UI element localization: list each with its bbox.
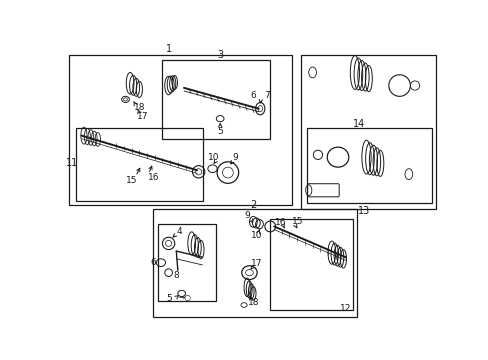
Text: 2: 2 bbox=[250, 200, 256, 210]
Text: 10: 10 bbox=[250, 231, 262, 240]
Text: 9: 9 bbox=[232, 153, 238, 162]
Text: →○: →○ bbox=[179, 293, 192, 302]
Text: 16: 16 bbox=[275, 218, 286, 227]
Text: 8: 8 bbox=[173, 271, 179, 280]
Text: 14: 14 bbox=[353, 119, 365, 129]
Text: 9: 9 bbox=[244, 211, 249, 220]
Bar bbox=[68, 55, 291, 205]
Text: 17: 17 bbox=[250, 259, 262, 268]
Text: 12: 12 bbox=[339, 304, 351, 313]
Text: 15: 15 bbox=[292, 217, 303, 226]
Text: 6: 6 bbox=[150, 258, 156, 267]
Bar bbox=[153, 209, 357, 316]
Text: 18: 18 bbox=[133, 103, 145, 112]
Bar bbox=[306, 128, 431, 203]
Text: 5: 5 bbox=[165, 294, 171, 303]
Text: 10: 10 bbox=[208, 153, 219, 162]
Text: 18: 18 bbox=[248, 298, 259, 307]
Text: 15: 15 bbox=[125, 176, 137, 185]
Text: 3: 3 bbox=[217, 50, 223, 60]
Text: 7: 7 bbox=[264, 91, 269, 100]
Text: 13: 13 bbox=[357, 206, 369, 216]
Text: 4: 4 bbox=[176, 226, 182, 235]
Text: 1: 1 bbox=[165, 44, 171, 54]
Text: 6: 6 bbox=[250, 91, 256, 100]
Bar bbox=[301, 55, 435, 209]
Text: 5: 5 bbox=[217, 127, 223, 136]
Text: 17: 17 bbox=[137, 112, 149, 121]
Text: 16: 16 bbox=[147, 174, 159, 183]
Bar bbox=[158, 224, 215, 301]
Text: 11: 11 bbox=[66, 158, 78, 167]
Bar bbox=[270, 219, 353, 310]
Bar bbox=[76, 128, 203, 201]
Bar bbox=[162, 60, 270, 139]
